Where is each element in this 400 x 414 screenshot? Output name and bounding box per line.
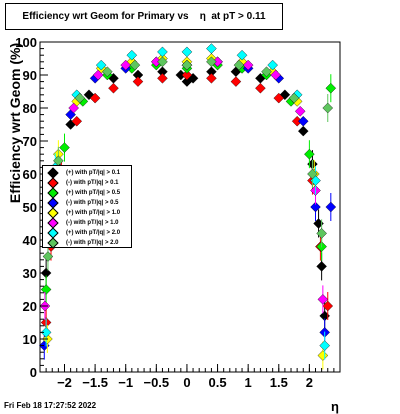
legend-entry: (+) with pT/|q| > 0.5 bbox=[45, 187, 121, 199]
data-point bbox=[273, 92, 285, 104]
y-tick-label: 50 bbox=[23, 200, 37, 215]
data-point bbox=[206, 73, 217, 84]
x-tick-label: 0.5 bbox=[209, 375, 227, 390]
x-tick-label: 2 bbox=[306, 375, 313, 390]
x-tick-label: 1 bbox=[245, 375, 252, 390]
y-tick-label: 30 bbox=[23, 266, 37, 281]
y-axis-label: Efficiency wrt Geom (%) bbox=[7, 43, 23, 203]
y-tick-label: 20 bbox=[23, 299, 37, 314]
x-tick-label: −2 bbox=[57, 375, 72, 390]
data-point bbox=[288, 92, 300, 104]
data-point bbox=[233, 59, 245, 71]
y-tick-label: 90 bbox=[23, 68, 37, 83]
data-layer bbox=[39, 43, 337, 370]
series-7 bbox=[40, 43, 330, 360]
data-point bbox=[157, 56, 168, 68]
data-point bbox=[92, 69, 104, 81]
legend-label: (-) with pT/|q| > 2.0 bbox=[66, 240, 119, 246]
y-tick-label: 80 bbox=[23, 101, 37, 116]
data-point bbox=[71, 115, 83, 127]
y-tick-label: 10 bbox=[23, 332, 37, 347]
data-point bbox=[40, 327, 52, 338]
x-tick-label: 0 bbox=[183, 375, 190, 390]
data-point bbox=[325, 201, 337, 213]
data-point bbox=[297, 115, 309, 127]
data-point bbox=[317, 294, 329, 305]
data-point bbox=[95, 59, 107, 71]
y-tick-label: 40 bbox=[23, 233, 37, 248]
legend-label: (+) with pT/|q| > 0.5 bbox=[66, 190, 121, 196]
x-tick-label: 1.5 bbox=[270, 375, 288, 390]
legend-label: (+) with pT/|q| > 1.0 bbox=[66, 210, 121, 216]
data-point bbox=[102, 66, 113, 77]
data-point bbox=[242, 59, 254, 71]
legend: (+) with pT/|q| > 0.1 (-) with pT/|q| > 0… bbox=[42, 165, 132, 249]
legend-label: (+) with pT/|q| > 0.1 bbox=[66, 170, 121, 176]
data-point bbox=[157, 46, 168, 58]
timestamp-footer: Fri Feb 18 17:27:52 2022 bbox=[4, 401, 97, 410]
data-point bbox=[325, 82, 337, 94]
data-point bbox=[294, 106, 306, 117]
data-point bbox=[316, 261, 327, 272]
legend-entry: (-) with pT/|q| > 0.5 bbox=[45, 197, 119, 209]
data-point bbox=[181, 59, 193, 71]
x-tick-label: −1 bbox=[118, 375, 133, 390]
legend-label: (+) with pT/|q| > 2.0 bbox=[66, 230, 121, 236]
data-point bbox=[120, 59, 131, 71]
legend-entry: (-) with pT/|q| > 1.0 bbox=[45, 217, 119, 229]
axes: 0 10 20 30 40 50 60 70 80 90 100 −2 −1.5 −1 −0.5 0 0.5 1 1… bbox=[15, 35, 335, 390]
data-point bbox=[206, 56, 217, 68]
data-point bbox=[322, 300, 334, 312]
data-point bbox=[59, 142, 70, 153]
data-point bbox=[261, 66, 272, 77]
data-point bbox=[132, 76, 144, 87]
data-point bbox=[181, 69, 193, 81]
data-point bbox=[126, 49, 138, 61]
data-point bbox=[83, 89, 95, 101]
data-point bbox=[316, 228, 327, 239]
data-point bbox=[89, 92, 101, 104]
chart-title-box: Efficiency wrt Geom for Primary vs η at … bbox=[5, 3, 283, 30]
legend-entry: (-) with pT/|q| > 0.1 bbox=[45, 177, 119, 189]
data-point bbox=[319, 340, 330, 351]
data-point bbox=[157, 73, 168, 84]
legend-entry: (+) with pT/|q| > 2.0 bbox=[45, 227, 121, 239]
data-point bbox=[74, 92, 86, 104]
legend-marker-icon bbox=[47, 237, 59, 249]
legend-label: (-) with pT/|q| > 1.0 bbox=[66, 220, 119, 226]
data-point bbox=[297, 125, 309, 137]
data-point bbox=[181, 46, 193, 58]
chart-title: Efficiency wrt Geom for Primary vs η at … bbox=[22, 11, 266, 22]
legend-entry: (+) with pT/|q| > 1.0 bbox=[45, 207, 121, 219]
data-point bbox=[108, 82, 119, 94]
x-axis-label: η bbox=[331, 399, 339, 414]
data-point bbox=[206, 43, 217, 54]
data-point bbox=[236, 49, 248, 61]
legend-label: (-) with pT/|q| > 0.5 bbox=[66, 200, 119, 206]
data-point bbox=[322, 102, 334, 114]
data-point bbox=[129, 59, 141, 71]
y-tick-label: 60 bbox=[23, 167, 37, 182]
y-tick-label: 70 bbox=[23, 134, 37, 149]
x-tick-label: −0.5 bbox=[143, 375, 169, 390]
data-point bbox=[40, 284, 52, 295]
data-point bbox=[230, 76, 242, 87]
data-point bbox=[68, 102, 79, 114]
data-point bbox=[267, 59, 278, 71]
data-point bbox=[42, 251, 54, 262]
legend-label: (-) with pT/|q| > 0.1 bbox=[66, 180, 119, 186]
data-point bbox=[317, 350, 329, 361]
data-point bbox=[310, 201, 321, 213]
y-tick-label: 100 bbox=[15, 35, 37, 50]
legend-entry: (-) with pT/|q| > 2.0 bbox=[45, 237, 119, 249]
data-point bbox=[255, 82, 266, 94]
x-tick-label: −1.5 bbox=[82, 375, 108, 390]
legend-entry: (+) with pT/|q| > 0.1 bbox=[45, 167, 121, 179]
data-point bbox=[307, 168, 318, 180]
y-tick-label: 0 bbox=[30, 365, 37, 380]
data-point bbox=[304, 148, 315, 160]
data-point bbox=[270, 69, 281, 81]
